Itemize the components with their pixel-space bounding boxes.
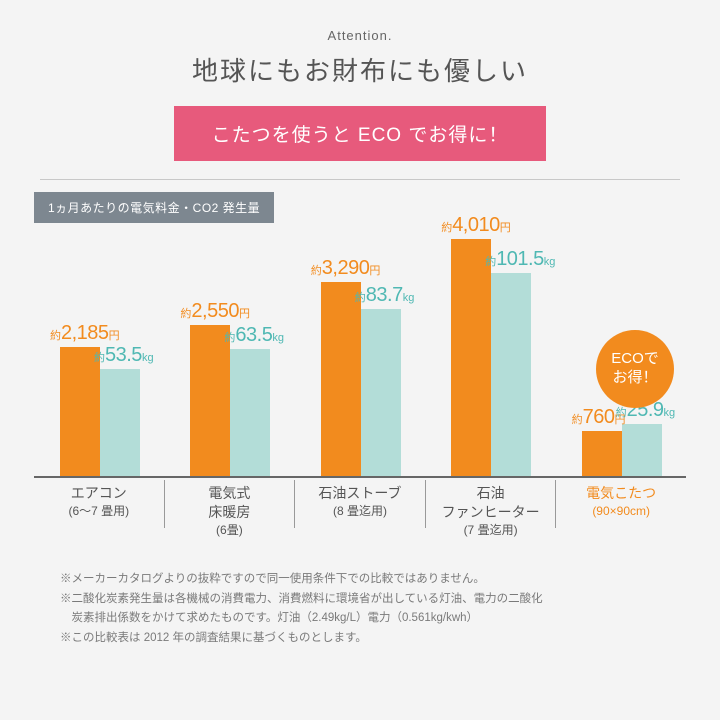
price-bar: [190, 325, 230, 476]
price-bar: [582, 431, 622, 476]
eco-banner: こたつを使うと ECO でお得に！: [174, 106, 547, 161]
badge-line2: お得！: [612, 369, 657, 388]
co2-label: 約63.5kg: [224, 324, 284, 347]
chart-xaxis: エアコン(6〜7 畳用)電気式床暖房(6畳)石油ストーブ(8 畳迄用)石油ファン…: [34, 480, 686, 528]
xaxis-cell: 電気こたつ(90×90cm): [556, 480, 686, 528]
headline: 地球にもお財布にも優しい: [0, 51, 720, 88]
footnote-line: ※この比較表は 2012 年の調査結果に基づくものとします。: [60, 629, 660, 649]
co2-label: 約53.5kg: [94, 344, 154, 367]
attention-label: Attention.: [0, 28, 720, 43]
co2-bar: [622, 424, 662, 476]
header: Attention. 地球にもお財布にも優しい こたつを使うと ECO でお得に…: [0, 0, 720, 161]
eco-badge: ECOで お得！: [596, 330, 674, 408]
co2-bar: [361, 309, 401, 476]
xaxis-cell: 石油ストーブ(8 畳迄用): [295, 480, 426, 528]
badge-line1: ECOで: [611, 350, 659, 369]
footnote-line: ※メーカーカタログよりの抜粋ですので同一使用条件下での比較ではありません。: [60, 570, 660, 590]
price-label: 約2,550円: [180, 300, 250, 323]
xaxis-cell: 電気式床暖房(6畳): [165, 480, 296, 528]
xaxis-cell: エアコン(6〜7 畳用): [34, 480, 165, 528]
comparison-chart: 約2,185円約53.5kg 約2,550円約63.5kg 約3,290円約83.7…: [34, 218, 686, 518]
co2-bar: [491, 273, 531, 476]
xaxis-cell: 石油ファンヒーター(7 畳迄用): [426, 480, 557, 528]
footnotes: ※メーカーカタログよりの抜粋ですので同一使用条件下での比較ではありません。※二酸…: [60, 570, 660, 648]
price-bar: [451, 239, 491, 476]
price-label: 約3,290円: [311, 257, 381, 280]
chart-plot: 約2,185円約53.5kg 約2,550円約63.5kg 約3,290円約83.7…: [34, 218, 686, 478]
co2-bar: [100, 369, 140, 476]
footnote-line: ※二酸化炭素発生量は各機械の消費電力、消費燃料に環境省が出している灯油、電力の二…: [60, 590, 660, 610]
price-label: 約4,010円: [441, 214, 511, 237]
co2-bar: [230, 349, 270, 476]
footnote-line: 炭素排出係数をかけて求めたものです。灯油（2.49kg/L）電力（0.561kg…: [60, 609, 660, 629]
divider: [40, 179, 680, 180]
price-bar: [321, 282, 361, 476]
co2-label: 約83.7kg: [355, 284, 415, 307]
price-label: 約2,185円: [50, 322, 120, 345]
co2-label: 約101.5kg: [485, 248, 555, 271]
